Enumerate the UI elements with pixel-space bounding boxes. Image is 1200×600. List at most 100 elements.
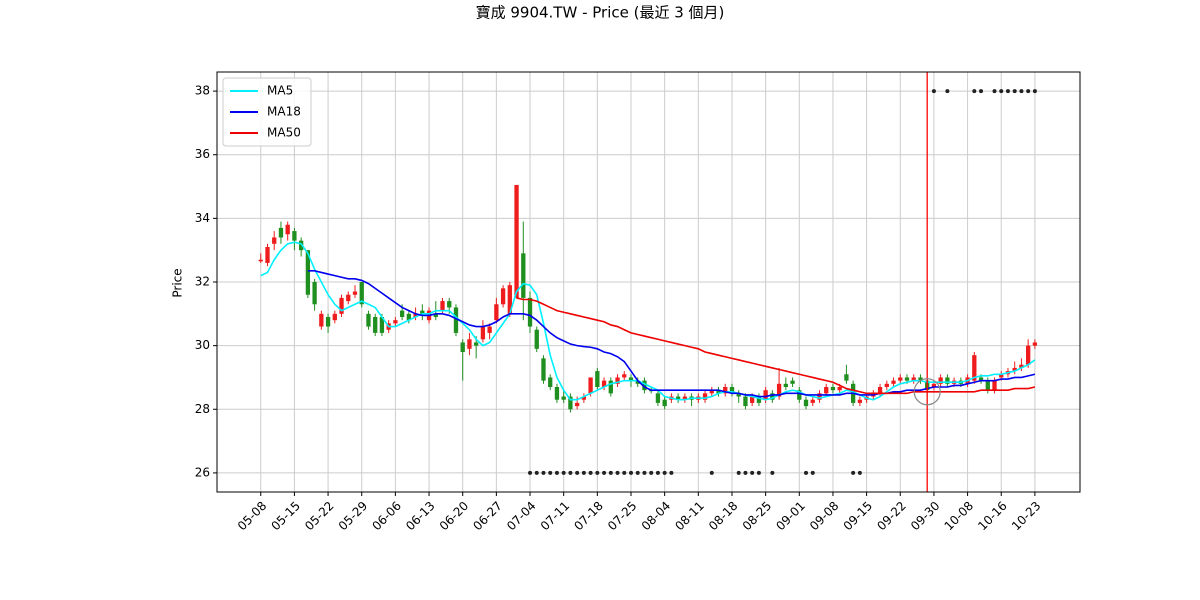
y-tick-label: 30 [195,338,210,352]
y-tick-label: 32 [195,275,210,289]
signal-marker [1005,89,1010,94]
candle-body [359,282,364,305]
candle-body [716,390,721,394]
signal-marker [608,470,613,475]
candle-body [729,387,735,394]
signal-marker [851,470,856,475]
candle-body [1026,345,1031,365]
candle-body [393,320,398,324]
candle-body [305,250,311,295]
signal-marker [655,470,660,475]
candle-body [272,237,277,244]
candle-body [723,387,728,394]
candle-body [265,247,270,263]
candle-body [992,380,997,391]
candle-body [615,377,620,384]
candle-body [810,399,815,403]
signal-marker [554,470,559,475]
candle-body [447,301,452,308]
signal-marker [810,470,815,475]
signal-marker [588,470,593,475]
legend-label: MA50 [267,126,301,140]
candle-body [292,231,297,241]
signal-marker [992,89,997,94]
candle-body [891,380,896,384]
candle-body [521,253,526,298]
signal-marker [931,89,936,94]
candle-body [817,393,822,400]
candle-body [662,399,667,407]
signal-marker [575,470,580,475]
candle-body [346,294,351,302]
candle-body [595,371,600,387]
candle-body [312,282,317,305]
signal-marker [548,470,553,475]
candle-body [258,259,263,262]
candle-body [568,396,573,410]
candle-body [420,310,425,314]
signal-marker [1019,89,1024,94]
candle-body [500,288,506,305]
candle-body [1019,364,1024,368]
signal-marker [857,470,862,475]
candle-body [702,393,708,400]
signal-marker [662,470,667,475]
candle-body [561,396,566,400]
signal-marker [1026,89,1031,94]
candle-body [985,380,990,391]
signal-marker [1032,89,1037,94]
y-tick-label: 28 [195,402,210,416]
candle-body [1032,342,1038,346]
candle-body [460,342,465,352]
signal-marker [945,89,950,94]
signal-marker [756,470,761,475]
candle-body [474,342,479,346]
candle-body [898,377,903,381]
candle-body [803,399,809,407]
signal-marker [642,470,647,475]
candle-body [527,297,533,327]
signal-marker [528,470,533,475]
candle-body [783,383,788,387]
candle-body [830,387,836,391]
signal-marker [979,89,984,94]
candle-body [884,383,889,387]
y-tick-label: 38 [195,84,210,98]
y-tick-label: 36 [195,147,210,161]
candle-body [628,377,634,381]
candle-body [453,307,459,333]
candle-body [608,380,613,394]
candle-body [467,339,472,349]
candle-body [588,377,593,394]
candle-body [770,393,775,400]
candle-body [999,374,1004,378]
candle-body [548,377,553,387]
candle-body [797,390,802,400]
signal-marker [622,470,627,475]
candle-body [978,377,984,381]
candle-body [756,396,762,403]
signal-marker [628,470,633,475]
candle-body [278,227,284,238]
candle-body [776,383,782,397]
candle-body [285,224,290,235]
candle-body [736,393,741,397]
candle-body [844,374,849,381]
candle-body [373,317,378,333]
candle-body [494,304,499,321]
signal-marker [709,470,714,475]
candle-body [581,396,587,400]
candle-body [366,313,371,327]
candle-body [763,390,768,400]
candle-body [750,396,755,403]
candle-body [352,291,358,295]
candle-body [480,326,486,340]
candle-body [298,240,304,251]
candle-body [325,317,331,327]
signal-marker [1012,89,1017,94]
legend: MA5 MA18 MA50 [222,77,312,147]
candle-body [541,358,546,381]
